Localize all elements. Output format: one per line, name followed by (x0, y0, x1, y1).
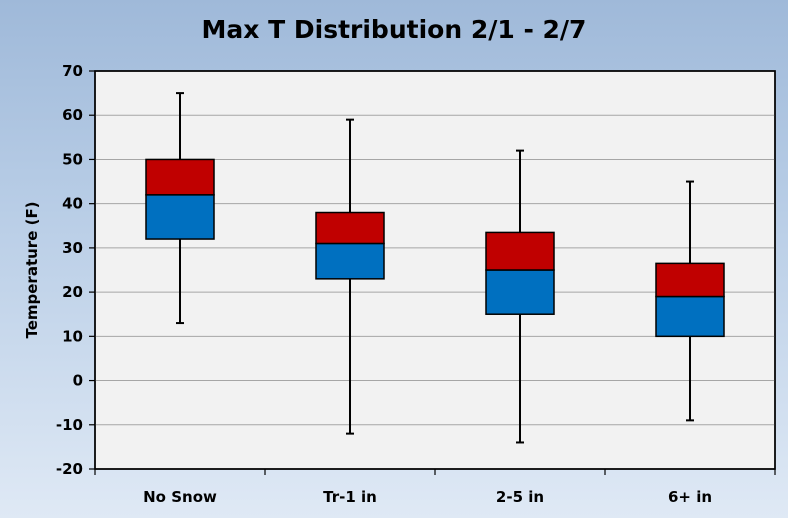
box-lower-half (315, 242, 385, 280)
chart-title: Max T Distribution 2/1 - 2/7 (202, 15, 587, 44)
box-upper-half (485, 231, 555, 271)
y-tick-label: -20 (56, 460, 83, 478)
y-tick-label: 60 (62, 106, 83, 124)
y-tick-label: 50 (62, 150, 83, 168)
y-tick-label: 0 (73, 372, 83, 390)
y-tick-label: 40 (62, 195, 83, 213)
box-upper-half (145, 158, 215, 196)
x-category-label: 2-5 in (496, 488, 544, 506)
plot-area: 70 60 50 40 30 20 10 0 -10 -20 No Snow Tr-1 in 2-5 i… (56, 62, 776, 506)
y-tick-label: 20 (62, 283, 83, 301)
y-axis-title: Temperature (F) (23, 201, 41, 338)
box-upper-half (315, 211, 385, 245)
y-tick-label: 70 (62, 62, 83, 80)
x-category-label: No Snow (143, 488, 217, 506)
x-category-label: Tr-1 in (323, 488, 377, 506)
box-lower-half (145, 194, 215, 240)
box-upper-half (655, 262, 725, 298)
y-tick-label: -10 (56, 416, 83, 434)
y-tick-label: 10 (62, 327, 83, 345)
y-tick-label: 30 (62, 239, 83, 257)
x-category-label: 6+ in (668, 488, 712, 506)
box-lower-half (485, 269, 555, 315)
box-lower-half (655, 295, 725, 338)
